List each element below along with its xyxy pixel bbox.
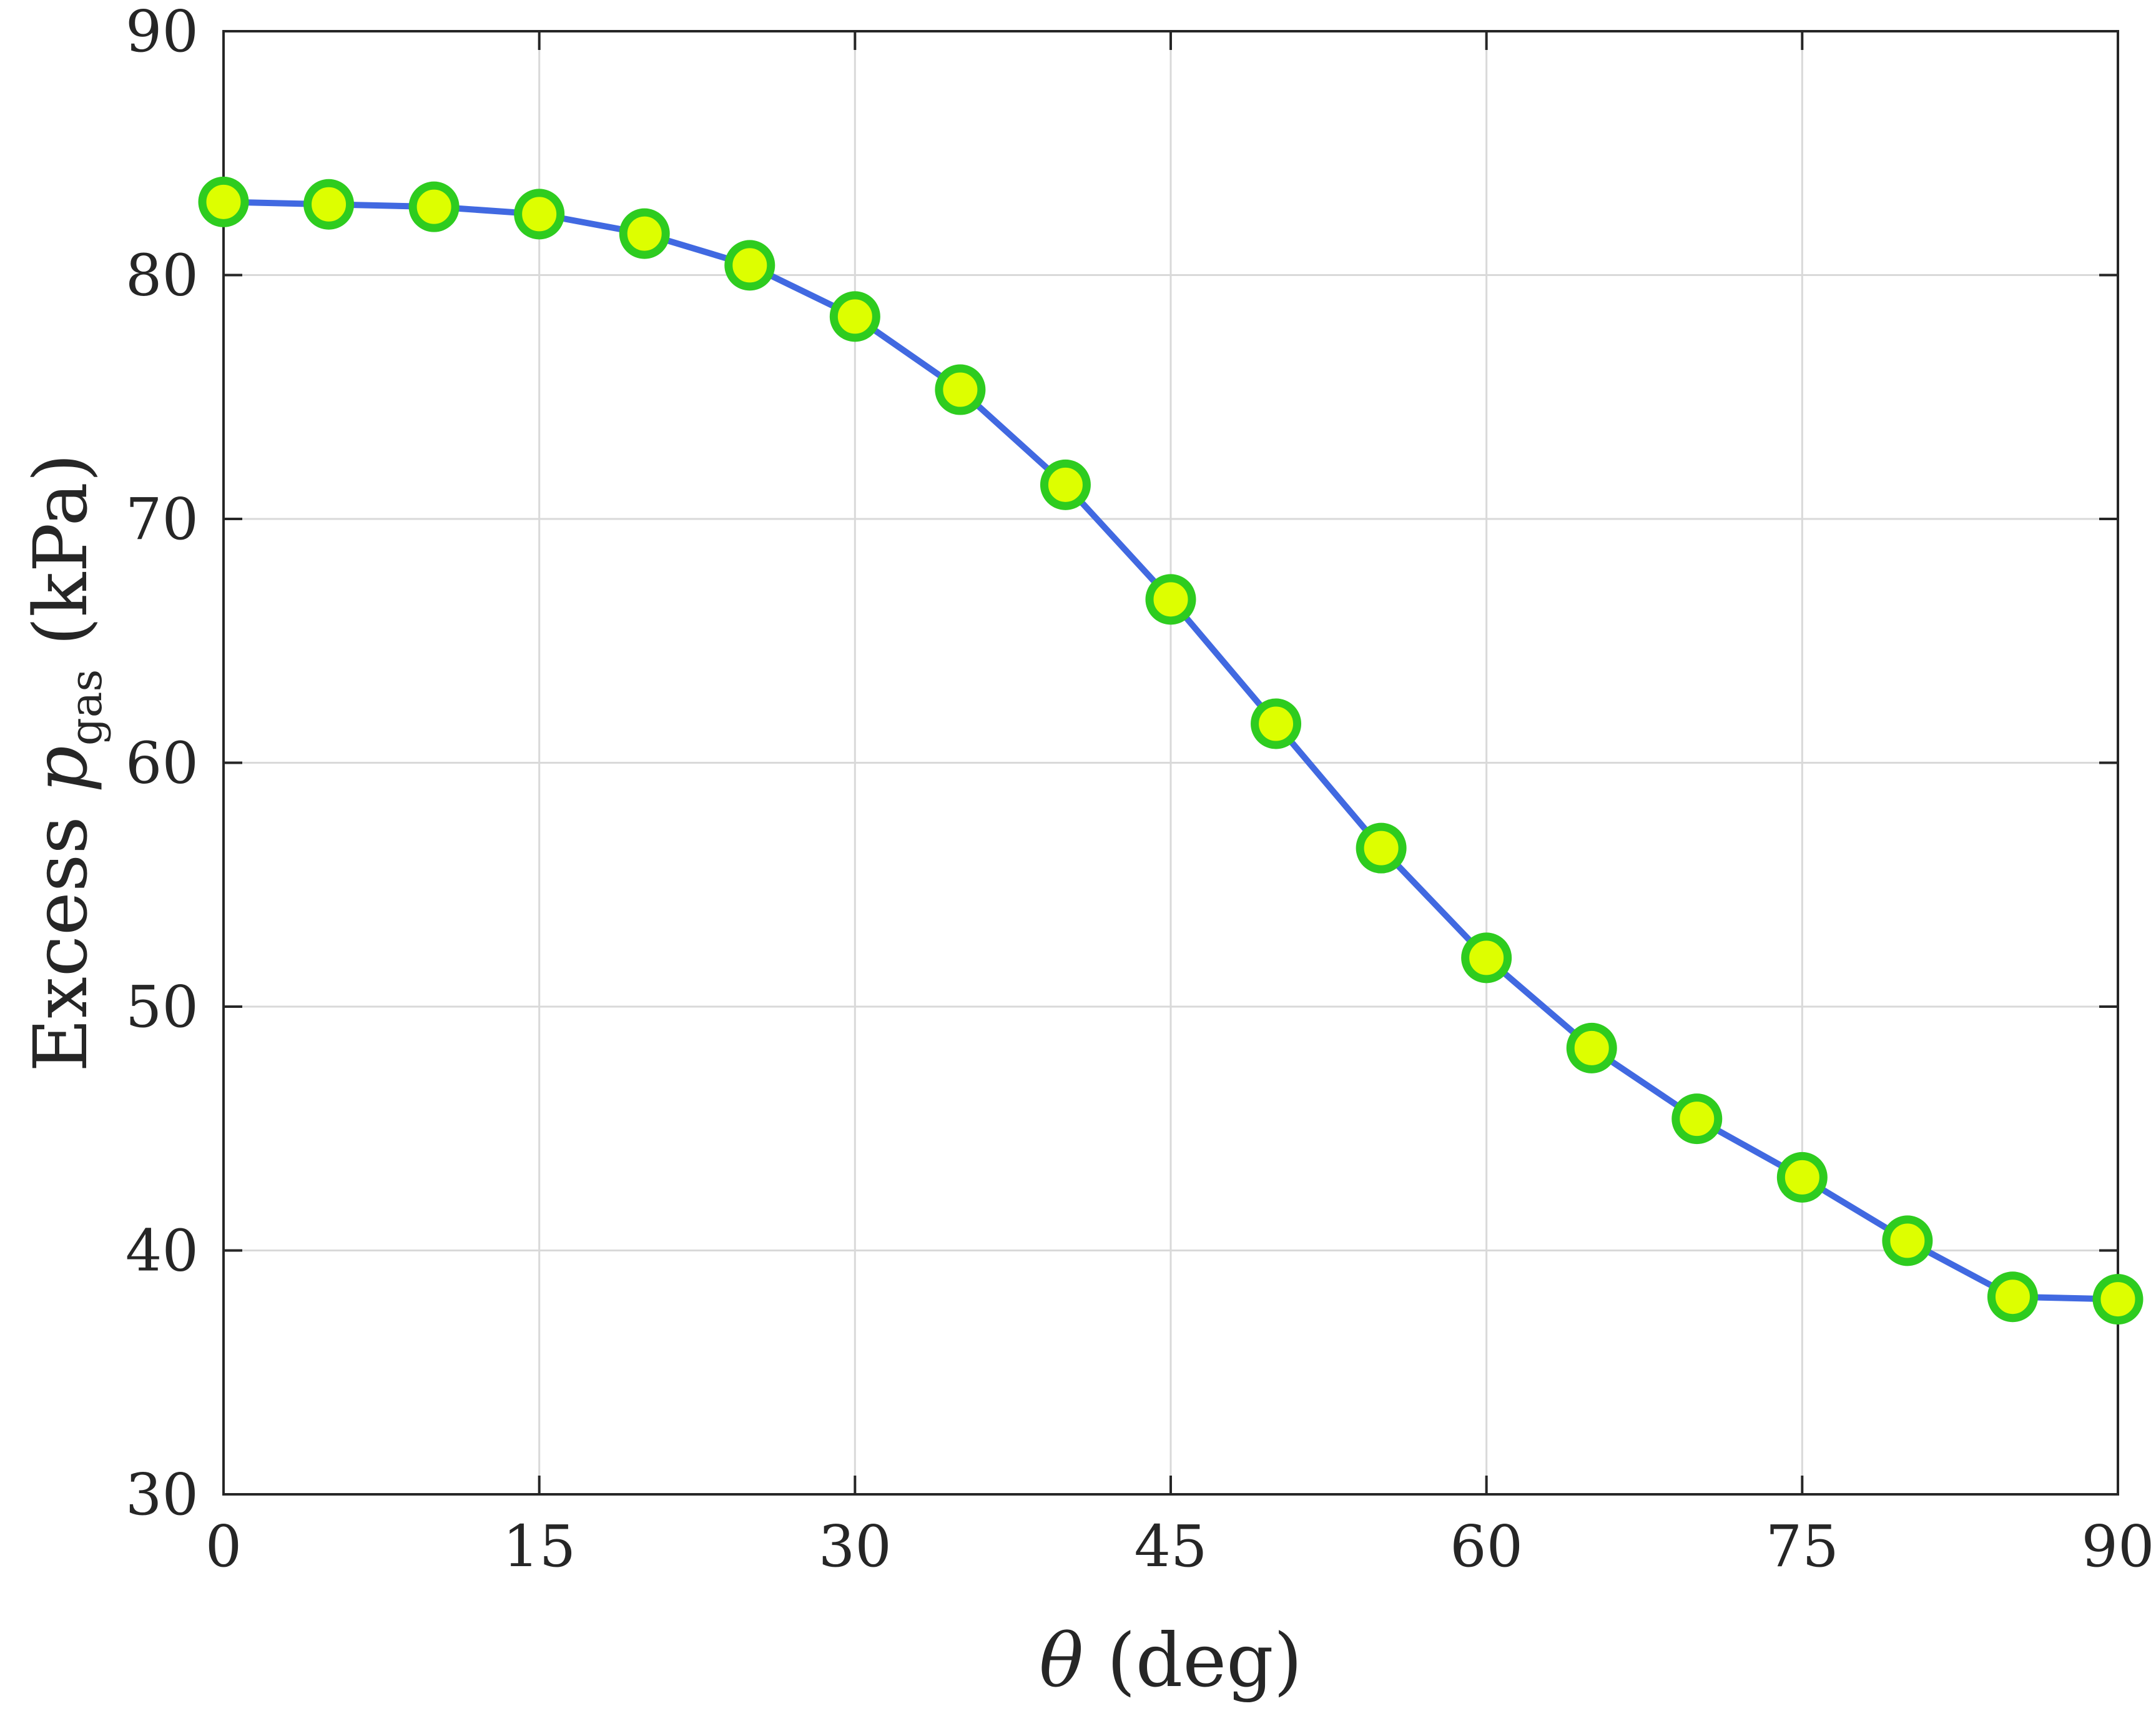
x-axis-symbol: θ — [1039, 1617, 1083, 1704]
data-point — [829, 291, 880, 342]
data-point — [1251, 698, 1302, 749]
series-layer — [198, 176, 2144, 1325]
data-point — [514, 189, 565, 240]
x-tick-labels: 0 15 30 45 60 75 90 — [205, 1513, 2155, 1580]
y-tick-label: 70 — [126, 486, 199, 553]
y-axis-subscript: gas — [61, 669, 112, 746]
data-point — [1461, 932, 1512, 984]
x-axis-unit: (deg) — [1083, 1617, 1302, 1704]
y-axis-prefix: Excess — [17, 793, 104, 1072]
data-point — [1671, 1093, 1723, 1145]
data-point — [198, 176, 249, 227]
y-tick-label: 50 — [126, 974, 199, 1040]
data-point — [1040, 459, 1091, 510]
x-axis-label: θ (deg) — [1039, 1617, 1302, 1704]
x-tick-label: 75 — [1766, 1513, 1839, 1580]
data-point — [1987, 1271, 2038, 1323]
x-tick-label: 15 — [503, 1513, 576, 1580]
y-axis-unit: (kPa) — [17, 453, 104, 669]
y-tick-label: 30 — [126, 1461, 199, 1528]
data-point — [1356, 822, 1407, 874]
data-point — [2092, 1274, 2144, 1325]
y-tick-label: 80 — [126, 242, 199, 309]
data-point — [1776, 1151, 1828, 1203]
data-point — [724, 240, 775, 291]
x-tick-label: 30 — [819, 1513, 892, 1580]
data-point — [619, 208, 670, 259]
x-tick-label: 0 — [205, 1513, 242, 1580]
y-tick-labels: 30 40 50 60 70 80 90 — [126, 0, 199, 1528]
data-point — [1882, 1215, 1933, 1266]
x-tick-label: 45 — [1134, 1513, 1207, 1580]
y-tick-label: 40 — [126, 1218, 199, 1285]
y-axis-symbol: p — [17, 746, 104, 793]
y-tick-label: 60 — [126, 730, 199, 797]
data-point — [303, 179, 355, 230]
y-tick-label: 90 — [126, 0, 199, 65]
grid — [224, 31, 2118, 1494]
data-point — [408, 181, 460, 232]
data-point — [1566, 1022, 1617, 1073]
data-point — [1145, 574, 1196, 625]
plot-area-frame — [222, 30, 2119, 1496]
x-tick-label: 90 — [2081, 1513, 2154, 1580]
x-tick-label: 60 — [1450, 1513, 1523, 1580]
y-axis-label: Excess pgas (kPa) — [17, 453, 112, 1072]
data-point — [935, 364, 986, 415]
